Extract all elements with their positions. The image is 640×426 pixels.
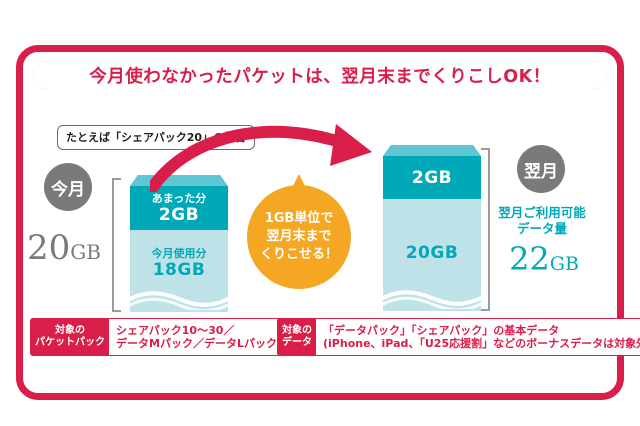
note-tag-line-1: 対象の (282, 325, 312, 336)
this-month-badge: 今月 (44, 163, 92, 211)
bubble-line-1: 1GB単位で (264, 211, 334, 226)
note-body-line-1: 「データパック」「シェアパック」の基本データ (323, 323, 560, 337)
used-label: 今月使用分 (151, 247, 207, 260)
next-month-tank-base: 20GB (383, 199, 481, 311)
next-month-caption: 翌月ご利用可能 データ量 (492, 205, 592, 237)
tank-lid (130, 175, 228, 186)
note-tag-line-1: 対象の (55, 325, 85, 336)
headline-banner-inner: 今月使わなかったパケットは、翌月末までくりこしOK！ (33, 61, 607, 89)
this-month-tank-leftover: あまった分 2GB (130, 186, 228, 230)
note-body-line-2: (iPhone、iPad、「U25応援割」などのボーナスデータは対象外) (323, 337, 640, 350)
wave-icon (383, 290, 481, 309)
this-month-total: 20GB (27, 228, 101, 268)
note-tag: 対象の パケットパック (31, 319, 109, 355)
wave-icon (130, 291, 228, 310)
carryover-bubble: 1GB単位で 翌月末まで くりこせる！ (247, 185, 351, 289)
this-month-total-value: 20 (27, 228, 71, 268)
next-month-tank: 2GB 20GB (383, 145, 481, 311)
next-month-total-unit: GB (549, 253, 579, 275)
next-month-caption-line-2: データ量 (516, 221, 567, 236)
next-month-tank-carryover: 2GB (383, 156, 481, 199)
note-body-line-1: シェアパック10〜30／ (116, 323, 235, 337)
bracket-left-icon (112, 178, 121, 312)
note-tag-line-2: データ (282, 337, 312, 348)
note-target-packet-pack: 対象の パケットパック シェアパック10〜30／ データMパック／データLパック (30, 318, 285, 356)
leftover-value: 2GB (158, 204, 200, 225)
note-body: 「データパック」「シェアパック」の基本データ (iPhone、iPad、「U25… (316, 319, 640, 355)
next-month-caption-line-1: 翌月ご利用可能 (498, 205, 586, 220)
next-month-badge: 翌月 (517, 145, 565, 193)
curved-arrow-icon (150, 124, 372, 192)
headline-text: 今月使わなかったパケットは、翌月末までくりこしOK！ (89, 66, 551, 87)
next-month-total: 22GB (492, 240, 596, 278)
this-month-total-unit: GB (70, 240, 101, 264)
carryover-value: 2GB (411, 167, 453, 188)
this-month-tank-used: 今月使用分 18GB (130, 230, 228, 312)
note-target-data: 対象の データ 「データパック」「シェアパック」の基本データ (iPhone、i… (277, 318, 640, 356)
bubble-line-2: 翌月末まで (266, 229, 332, 244)
leftover-label: あまった分 (151, 191, 207, 205)
next-month-total-value: 22 (509, 240, 550, 278)
note-tag-line-2: パケットパック (35, 337, 105, 348)
next-month-badge-label: 翌月 (524, 161, 558, 182)
base-value: 20GB (405, 243, 459, 263)
tank-lid (383, 145, 481, 156)
this-month-tank: あまった分 2GB 今月使用分 18GB (130, 175, 228, 312)
this-month-badge-label: 今月 (51, 179, 85, 200)
used-value: 18GB (152, 260, 206, 280)
note-body: シェアパック10〜30／ データMパック／データLパック (109, 319, 284, 355)
note-tag: 対象の データ (278, 319, 316, 355)
bracket-right-icon (481, 148, 490, 311)
bubble-line-3: くりこせる！ (259, 247, 338, 262)
note-body-line-2: データMパック／データLパック (116, 337, 277, 350)
